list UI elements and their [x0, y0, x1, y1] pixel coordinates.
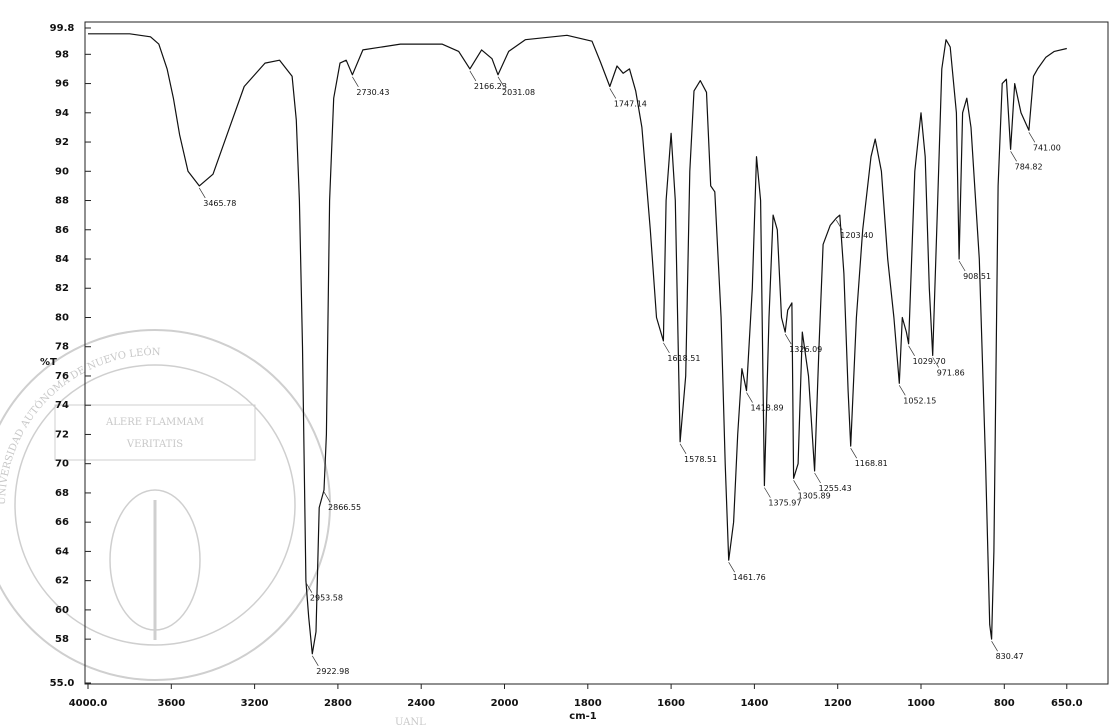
x-axis-label: cm-1 — [569, 711, 596, 722]
watermark-text: UANL — [395, 717, 426, 726]
y-tick-label: 82 — [55, 283, 69, 294]
peak-leader — [469, 70, 477, 82]
peak-leader — [814, 472, 821, 484]
peak-label: 1326.09 — [789, 345, 822, 354]
peak-leader — [305, 582, 313, 593]
peak-label: 2031.08 — [502, 88, 535, 97]
y-tick-label: 55.0 — [50, 678, 75, 689]
peak-leader — [323, 491, 331, 503]
x-tick-label: 3600 — [157, 698, 185, 709]
peak-label: 1305.89 — [798, 491, 831, 500]
y-tick-label: 62 — [55, 576, 69, 587]
x-tick-label: 650.0 — [1051, 698, 1083, 709]
peak-label: 1578.51 — [684, 455, 717, 464]
peak-label: 971.86 — [937, 369, 965, 378]
peak-label: 1618.51 — [667, 354, 700, 363]
x-tick-label: 1400 — [740, 698, 768, 709]
y-tick-label: 78 — [55, 342, 69, 353]
peak-label: 1052.15 — [903, 396, 936, 405]
peak-leader — [679, 443, 687, 454]
y-tick-label: 99.8 — [50, 23, 75, 34]
peak-leader — [991, 640, 998, 652]
y-tick-label: 70 — [55, 459, 69, 470]
y-tick-label: 80 — [55, 312, 69, 323]
y-tick-label: 58 — [55, 634, 69, 645]
seal-inner-ring — [14, 364, 296, 646]
peak-leader — [352, 76, 359, 87]
peak-leader — [609, 88, 617, 99]
seal-motto: VERITATIS — [126, 439, 183, 450]
y-tick-label: 98 — [55, 49, 69, 60]
peak-label: 784.82 — [1015, 162, 1043, 171]
peak-label: 2866.55 — [328, 503, 361, 512]
x-tick-label: 800 — [994, 698, 1015, 709]
peak-label: 908.51 — [963, 272, 991, 281]
x-tick-label: 1200 — [824, 698, 852, 709]
y-tick-label: 88 — [55, 196, 69, 207]
peak-label: 2953.58 — [310, 594, 343, 603]
peak-leader — [835, 219, 843, 231]
peak-leader — [728, 562, 735, 573]
peak-label: 830.47 — [996, 652, 1024, 661]
peak-label: 2730.43 — [356, 88, 389, 97]
y-tick-label: 94 — [55, 108, 69, 119]
seal-outer-ring — [0, 329, 331, 681]
y-tick-label: 60 — [55, 605, 69, 616]
peak-leader — [908, 345, 915, 356]
peak-leader — [1010, 151, 1017, 162]
peak-label: 3465.78 — [203, 199, 236, 208]
peak-leader — [898, 385, 906, 396]
peak-leader — [497, 76, 505, 87]
peak-leader — [958, 260, 966, 272]
peak-leader — [793, 480, 800, 491]
peak-leader — [850, 447, 857, 459]
peak-label: 1029.70 — [913, 357, 946, 366]
x-tick-label: 1000 — [907, 698, 935, 709]
y-tick-label: 64 — [55, 546, 69, 557]
x-tick-label: 1800 — [574, 698, 602, 709]
y-tick-label: 92 — [55, 137, 69, 148]
x-tick-label: 3200 — [241, 698, 269, 709]
y-tick-label: 84 — [55, 254, 69, 265]
peak-label: 2922.98 — [316, 667, 349, 676]
peak-label: 1375.97 — [768, 499, 801, 508]
peak-label: 1461.76 — [733, 573, 766, 582]
x-tick-label: 2000 — [491, 698, 519, 709]
peak-label: 2166.23 — [474, 82, 507, 91]
seal-arc-path — [5, 355, 305, 505]
y-tick-label: 96 — [55, 79, 69, 90]
seal-banner — [54, 404, 256, 461]
x-tick-label: 2800 — [324, 698, 352, 709]
y-tick-label: 68 — [55, 488, 69, 499]
plot-frame — [84, 21, 1109, 685]
y-axis-label: %T — [40, 357, 57, 368]
peak-leader — [746, 392, 753, 403]
peak-label: 741.00 — [1033, 143, 1061, 152]
peak-leader — [311, 655, 319, 666]
x-tick-label: 2400 — [407, 698, 435, 709]
x-tick-label: 1600 — [657, 698, 685, 709]
y-tick-label: 90 — [55, 166, 69, 177]
peak-leader — [784, 333, 792, 345]
peak-leader — [663, 342, 670, 354]
seal-motto: ALERE FLAMMAM — [105, 417, 204, 428]
peak-leader — [198, 187, 206, 199]
peak-label: 1418.89 — [751, 404, 784, 413]
peak-label: 1747.14 — [614, 99, 647, 108]
peak-label: 1203.40 — [840, 231, 873, 240]
spectrum-line — [88, 33, 1067, 655]
y-tick-label: 66 — [55, 517, 69, 528]
peak-label: 1255.43 — [819, 484, 852, 493]
y-tick-label: 74 — [55, 400, 69, 411]
peak-leader — [932, 357, 940, 368]
y-tick-label: 72 — [55, 429, 69, 440]
x-tick-label: 4000.0 — [69, 698, 108, 709]
y-tick-label: 86 — [55, 225, 69, 236]
peak-leader — [764, 487, 771, 498]
peak-label: 1168.81 — [855, 459, 888, 468]
y-tick-label: 76 — [55, 371, 69, 382]
peak-leader — [1028, 132, 1036, 143]
